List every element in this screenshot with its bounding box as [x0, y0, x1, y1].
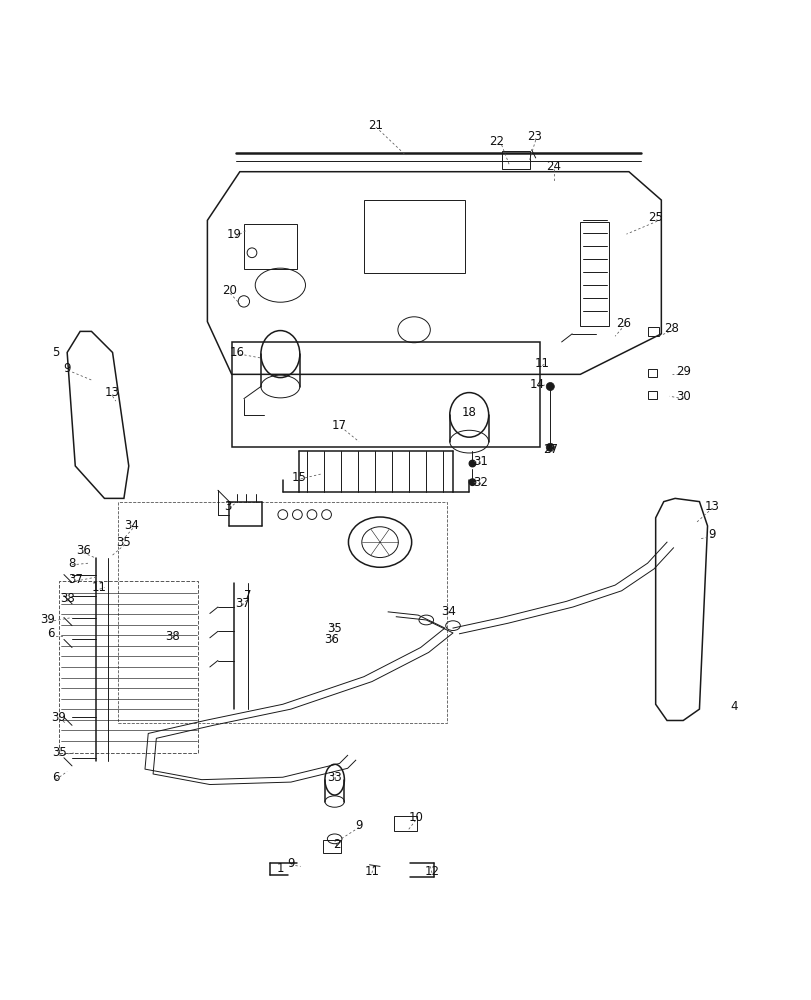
Text: 20: 20: [221, 284, 237, 297]
Bar: [243, 224, 296, 269]
Text: 17: 17: [332, 419, 346, 432]
Text: 21: 21: [367, 119, 382, 132]
Text: 36: 36: [76, 544, 91, 557]
Text: 13: 13: [105, 386, 120, 399]
Text: 4: 4: [730, 700, 737, 713]
Text: 27: 27: [542, 443, 557, 456]
Bar: [393, 816, 416, 831]
Text: 3: 3: [224, 500, 231, 513]
Text: 22: 22: [489, 135, 504, 148]
Text: 30: 30: [675, 390, 689, 403]
Text: 9: 9: [354, 819, 363, 832]
Text: 14: 14: [529, 378, 544, 391]
Bar: [59, 581, 198, 753]
Bar: [501, 151, 530, 169]
Text: 35: 35: [52, 746, 67, 759]
Text: 6: 6: [52, 771, 59, 784]
Bar: [646, 369, 656, 377]
Text: 8: 8: [68, 557, 75, 570]
Text: 37: 37: [68, 573, 83, 586]
Text: 9: 9: [287, 857, 294, 870]
Text: 18: 18: [461, 406, 476, 419]
Text: 26: 26: [615, 317, 630, 330]
Circle shape: [546, 382, 554, 391]
Text: 38: 38: [60, 592, 75, 605]
Bar: [580, 222, 608, 326]
Text: 23: 23: [526, 130, 541, 143]
Text: 11: 11: [534, 357, 549, 370]
Text: 5: 5: [52, 346, 59, 359]
Text: 2: 2: [333, 838, 341, 851]
Text: 28: 28: [663, 322, 679, 335]
Text: 1: 1: [277, 862, 284, 875]
Circle shape: [546, 443, 554, 451]
Bar: [646, 391, 656, 399]
Text: 29: 29: [675, 365, 690, 378]
Text: 35: 35: [117, 536, 131, 549]
Text: 6: 6: [47, 627, 54, 640]
Circle shape: [469, 479, 475, 485]
Text: 35: 35: [327, 622, 341, 635]
Text: 25: 25: [647, 211, 663, 224]
Text: 37: 37: [234, 597, 250, 610]
Text: 39: 39: [41, 613, 55, 626]
Text: 7: 7: [244, 589, 251, 602]
Text: 34: 34: [124, 519, 139, 532]
Text: 24: 24: [545, 160, 560, 173]
Text: 16: 16: [230, 346, 245, 359]
Text: 9: 9: [708, 528, 715, 541]
Text: 34: 34: [440, 605, 455, 618]
Circle shape: [469, 460, 475, 467]
Text: 12: 12: [424, 865, 439, 878]
Text: 33: 33: [327, 771, 341, 784]
Text: 19: 19: [226, 228, 242, 241]
Text: 32: 32: [473, 476, 487, 489]
Text: 11: 11: [92, 581, 107, 594]
Bar: [646, 327, 658, 336]
Text: 13: 13: [704, 500, 719, 513]
Text: 15: 15: [291, 471, 306, 484]
Bar: [323, 840, 341, 853]
Text: 11: 11: [364, 865, 379, 878]
Bar: [363, 200, 465, 273]
Text: 10: 10: [408, 811, 423, 824]
Text: 36: 36: [324, 633, 338, 646]
Text: 39: 39: [52, 711, 67, 724]
Text: 9: 9: [63, 362, 71, 375]
Text: 31: 31: [473, 455, 487, 468]
Text: 38: 38: [165, 630, 180, 643]
Bar: [118, 502, 446, 723]
